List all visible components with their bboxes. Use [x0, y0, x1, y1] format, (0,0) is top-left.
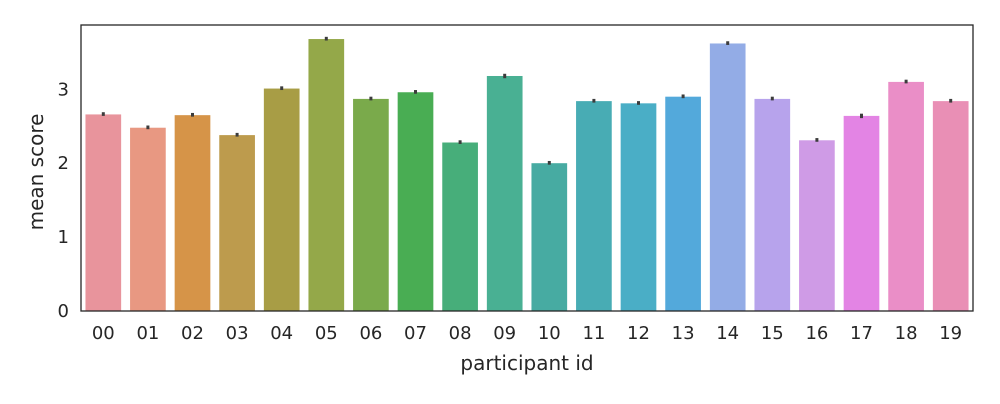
bar-11 [576, 101, 612, 311]
x-tick-label-05: 05 [315, 323, 338, 344]
x-tick-label-02: 02 [181, 323, 204, 344]
bar-04 [263, 88, 300, 311]
x-tick-label-03: 03 [226, 323, 249, 344]
bar-00 [85, 114, 122, 311]
bar-16 [799, 140, 835, 311]
bar-02 [174, 115, 211, 311]
bar-09 [486, 75, 523, 311]
bar-08 [442, 142, 478, 311]
x-tick-label-00: 00 [92, 323, 115, 344]
x-tick-label-08: 08 [449, 323, 472, 344]
x-axis-label: participant id [460, 351, 593, 375]
bar-19 [932, 101, 969, 311]
bar-07 [397, 92, 434, 312]
bar-05 [308, 39, 345, 311]
bar-13 [665, 96, 701, 311]
x-tick-label-17: 17 [850, 323, 873, 344]
bar-15 [754, 98, 791, 311]
y-tick-label-3: 3 [58, 79, 69, 100]
y-axis-label: mean score [24, 114, 48, 231]
x-tick-label-09: 09 [493, 323, 516, 344]
x-tick-label-15: 15 [761, 323, 784, 344]
x-tick-label-18: 18 [895, 323, 918, 344]
x-tick-label-13: 13 [672, 323, 695, 344]
y-axis-ticks: 0 1 2 3 [58, 79, 69, 322]
y-tick-label-2: 2 [58, 153, 69, 174]
x-tick-label-12: 12 [627, 323, 650, 344]
bar-14 [709, 43, 746, 311]
bars-layer [85, 39, 969, 312]
x-tick-label-16: 16 [805, 323, 828, 344]
plot-frame [80, 24, 974, 312]
bar-12 [620, 103, 657, 312]
x-tick-label-11: 11 [582, 323, 605, 344]
x-tick-label-07: 07 [404, 323, 427, 344]
x-tick-label-06: 06 [359, 323, 382, 344]
x-tick-label-10: 10 [538, 323, 561, 344]
x-tick-label-04: 04 [270, 323, 293, 344]
x-axis-ticks: 00 01 02 03 04 05 06 07 08 09 10 11 12 13 14 15 16 17 18 19 [92, 323, 962, 344]
y-tick-label-0: 0 [58, 301, 69, 322]
bar-06 [353, 98, 389, 311]
bar-03 [219, 135, 255, 311]
bar-18 [888, 81, 924, 312]
y-tick-label-1: 1 [58, 227, 69, 248]
bar-10 [531, 163, 568, 311]
x-tick-label-19: 19 [939, 323, 962, 344]
x-tick-label-14: 14 [716, 323, 739, 344]
x-tick-label-01: 01 [136, 323, 159, 344]
error-bars-layer [101, 36, 953, 165]
bar-17 [843, 115, 880, 311]
bar-01 [130, 127, 166, 311]
